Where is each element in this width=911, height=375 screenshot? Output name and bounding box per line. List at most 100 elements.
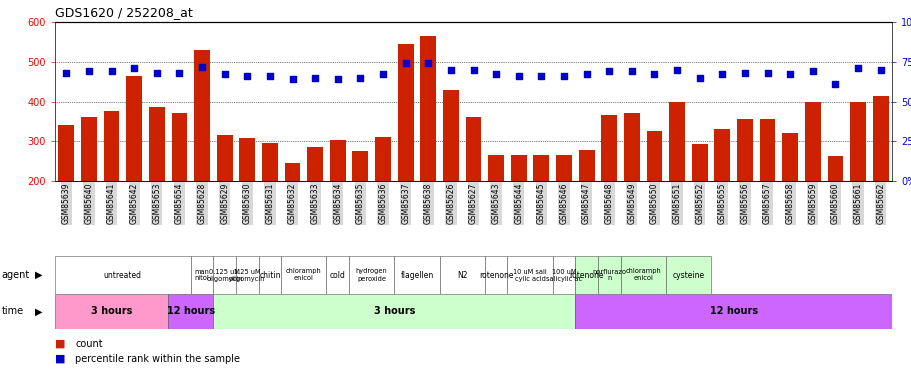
- Bar: [284, 163, 300, 261]
- Bar: [217, 135, 232, 261]
- Bar: [759, 119, 774, 261]
- Bar: [782, 133, 797, 261]
- Text: N2: N2: [456, 270, 467, 279]
- Point: [647, 72, 661, 78]
- Bar: [485, 256, 507, 294]
- Bar: [420, 36, 435, 261]
- Bar: [575, 294, 891, 329]
- Text: flagellen: flagellen: [400, 270, 433, 279]
- Point: [782, 72, 796, 78]
- Bar: [126, 76, 142, 261]
- Bar: [600, 116, 617, 261]
- Bar: [168, 294, 213, 329]
- Text: GDS1620 / 252208_at: GDS1620 / 252208_at: [55, 6, 192, 19]
- Point: [714, 72, 729, 78]
- Text: 10 uM sali
cylic acid: 10 uM sali cylic acid: [513, 268, 547, 282]
- Text: percentile rank within the sample: percentile rank within the sample: [75, 354, 240, 364]
- Text: 12 hours: 12 hours: [167, 306, 215, 316]
- Point: [375, 72, 390, 78]
- Text: rotenone: rotenone: [568, 270, 603, 279]
- Point: [737, 70, 752, 76]
- Point: [760, 70, 774, 76]
- Bar: [487, 155, 504, 261]
- Text: norflurazo
n: norflurazo n: [591, 268, 626, 282]
- Bar: [236, 256, 259, 294]
- Text: ■: ■: [55, 339, 66, 349]
- Point: [353, 75, 367, 81]
- Bar: [623, 112, 640, 261]
- Point: [330, 76, 344, 82]
- Text: time: time: [2, 306, 24, 316]
- Point: [308, 75, 322, 81]
- Bar: [261, 143, 278, 261]
- Bar: [849, 102, 865, 261]
- Bar: [213, 294, 575, 329]
- Bar: [669, 102, 684, 261]
- Bar: [575, 256, 598, 294]
- Bar: [510, 155, 526, 261]
- Text: rotenone: rotenone: [478, 270, 513, 279]
- Bar: [507, 256, 552, 294]
- Text: 0.125 uM
oligomycin: 0.125 uM oligomycin: [206, 268, 242, 282]
- Bar: [281, 256, 326, 294]
- Text: chitin: chitin: [259, 270, 281, 279]
- Bar: [691, 144, 707, 261]
- Text: untreated: untreated: [104, 270, 142, 279]
- Point: [873, 67, 887, 73]
- Bar: [239, 138, 255, 261]
- Point: [149, 70, 164, 76]
- Bar: [148, 108, 165, 261]
- Bar: [259, 256, 281, 294]
- Bar: [352, 151, 368, 261]
- Bar: [713, 129, 730, 261]
- Point: [804, 68, 819, 74]
- Point: [466, 67, 480, 73]
- Text: ▶: ▶: [35, 270, 42, 280]
- Text: hydrogen
peroxide: hydrogen peroxide: [355, 268, 387, 282]
- Text: 1.25 uM
oligomycin: 1.25 uM oligomycin: [229, 268, 265, 282]
- Point: [827, 81, 842, 87]
- Text: ■: ■: [55, 354, 66, 364]
- Bar: [307, 147, 322, 261]
- Bar: [194, 50, 210, 261]
- Point: [285, 76, 300, 82]
- Point: [195, 63, 210, 69]
- Point: [578, 72, 593, 78]
- Point: [59, 70, 74, 76]
- Text: cold: cold: [330, 270, 345, 279]
- Bar: [326, 256, 349, 294]
- Point: [850, 65, 865, 71]
- Bar: [736, 119, 752, 261]
- Bar: [190, 256, 213, 294]
- Point: [488, 72, 503, 78]
- Point: [511, 73, 526, 79]
- Bar: [443, 90, 458, 261]
- Text: count: count: [75, 339, 103, 349]
- Point: [421, 60, 435, 66]
- Bar: [804, 102, 820, 261]
- Point: [217, 72, 231, 78]
- Text: chloramph
enicol: chloramph enicol: [286, 268, 322, 282]
- Text: ▶: ▶: [35, 306, 42, 316]
- Bar: [55, 294, 168, 329]
- Point: [534, 73, 548, 79]
- Point: [624, 68, 639, 74]
- Point: [556, 73, 570, 79]
- Text: man
nitol: man nitol: [194, 268, 210, 282]
- Text: 3 hours: 3 hours: [91, 306, 132, 316]
- Bar: [397, 44, 413, 261]
- Point: [127, 65, 141, 71]
- Point: [82, 68, 97, 74]
- Point: [691, 75, 706, 81]
- Bar: [349, 256, 394, 294]
- Bar: [394, 256, 439, 294]
- Text: chloramph
enicol: chloramph enicol: [625, 268, 660, 282]
- Bar: [552, 256, 575, 294]
- Bar: [330, 141, 345, 261]
- Text: 12 hours: 12 hours: [709, 306, 757, 316]
- Point: [669, 67, 683, 73]
- Bar: [872, 96, 887, 261]
- Text: cysteine: cysteine: [671, 270, 703, 279]
- Bar: [619, 256, 665, 294]
- Text: 3 hours: 3 hours: [374, 306, 415, 316]
